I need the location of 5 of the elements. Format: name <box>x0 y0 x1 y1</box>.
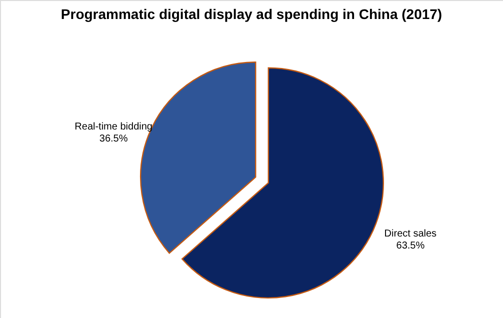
slice-label: Real-time bidding <box>74 122 152 133</box>
slice-label: Direct sales <box>384 228 437 240</box>
chart-title: Programmatic digital display ad spending in China (2017) <box>60 6 442 22</box>
data-label: 36.5% <box>99 134 128 145</box>
data-label: 63.5% <box>396 240 425 252</box>
